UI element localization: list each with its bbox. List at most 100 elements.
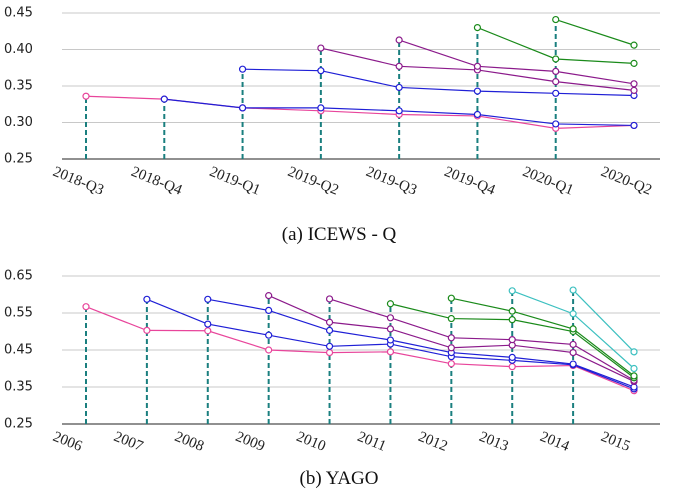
data-point	[143, 295, 151, 303]
x-tick-label: 2013	[477, 429, 511, 455]
data-point	[447, 344, 455, 352]
x-tick-label: 2014	[538, 429, 572, 455]
x-tick-label: 2008	[172, 429, 206, 455]
data-point	[204, 295, 212, 303]
y-tick-label: 0.45	[4, 6, 33, 21]
data-point	[265, 306, 273, 315]
data-point	[325, 342, 334, 350]
data-point	[265, 346, 273, 354]
series-line	[207, 298, 635, 388]
x-tick-label: 2020-Q1	[520, 164, 575, 199]
x-tick-label: 2019-Q4	[442, 164, 498, 199]
x-tick-label: 2015	[599, 429, 633, 455]
series-line	[242, 68, 635, 97]
y-tick-label: 0.35	[4, 380, 33, 395]
data-point	[552, 15, 560, 24]
data-point	[317, 44, 325, 52]
data-point	[508, 316, 516, 324]
data-point	[630, 86, 638, 94]
data-point	[508, 287, 516, 295]
data-point	[473, 62, 482, 70]
data-point	[386, 314, 395, 322]
y-tick-label: 0.55	[4, 306, 33, 321]
x-tick-label: 2006	[51, 429, 85, 455]
data-point	[325, 318, 334, 326]
data-point	[204, 327, 212, 335]
data-point	[238, 65, 247, 73]
data-point	[473, 87, 482, 95]
series-line	[329, 298, 635, 381]
data-point	[569, 340, 577, 349]
data-point	[395, 62, 403, 70]
series-line	[398, 39, 635, 85]
data-point	[630, 80, 638, 88]
data-point	[447, 314, 455, 323]
data-point	[386, 336, 395, 344]
y-tick-label: 0.40	[4, 42, 33, 57]
data-point	[630, 41, 638, 49]
x-tick-label: 2018-Q3	[51, 164, 106, 199]
data-point	[552, 55, 560, 63]
data-point	[395, 107, 403, 115]
data-point	[386, 348, 395, 356]
x-tick-label: 2020-Q2	[599, 164, 654, 199]
data-point	[630, 121, 638, 130]
data-point	[569, 286, 577, 294]
data-point	[630, 364, 638, 373]
data-point	[265, 292, 273, 300]
data-point	[325, 348, 334, 357]
data-point	[552, 67, 560, 76]
series-line	[451, 297, 635, 377]
x-tick-label: 2019-Q1	[207, 164, 262, 199]
data-point	[395, 83, 403, 92]
data-point	[204, 320, 212, 328]
data-point	[447, 294, 455, 302]
data-point	[386, 300, 395, 308]
data-point	[630, 59, 638, 67]
data-point	[143, 326, 151, 334]
data-point	[552, 89, 560, 97]
data-point	[317, 104, 325, 112]
y-tick-label: 0.45	[4, 343, 33, 358]
y-tick-label: 0.25	[4, 152, 33, 167]
data-point	[552, 120, 560, 128]
data-point	[569, 325, 577, 333]
data-point	[82, 92, 90, 100]
x-tick-label: 2011	[355, 429, 388, 455]
x-tick-label: 2010	[294, 429, 328, 455]
chart-caption: (b) YAGO	[300, 468, 379, 489]
data-point	[473, 110, 482, 119]
data-point	[508, 336, 516, 344]
data-point	[325, 326, 334, 334]
data-point	[569, 348, 577, 357]
data-point	[395, 36, 403, 44]
y-tick-label: 0.65	[4, 269, 33, 284]
x-tick-label: 2018-Q4	[129, 164, 185, 199]
data-point	[630, 372, 638, 380]
data-point	[569, 310, 577, 318]
y-tick-label: 0.30	[4, 115, 33, 130]
data-point	[238, 104, 247, 112]
data-point	[82, 303, 90, 311]
data-point	[473, 24, 482, 32]
data-point	[317, 67, 325, 75]
chart-caption: (a) ICEWS - Q	[282, 224, 397, 245]
data-point	[630, 348, 638, 356]
series-line	[572, 289, 635, 353]
data-point	[508, 353, 516, 361]
data-point	[508, 307, 516, 315]
x-tick-label: 2009	[233, 429, 267, 455]
data-point	[569, 360, 577, 368]
y-tick-label: 0.25	[4, 417, 33, 432]
x-tick-label: 2007	[111, 429, 145, 455]
data-point	[447, 334, 455, 342]
data-point	[160, 95, 168, 103]
series-line	[85, 306, 635, 392]
x-tick-label: 2019-Q2	[285, 164, 340, 199]
data-point	[508, 363, 516, 371]
series-line	[555, 18, 635, 46]
data-point	[447, 360, 455, 368]
x-tick-label: 2019-Q3	[364, 164, 419, 199]
x-tick-label: 2012	[416, 429, 450, 455]
